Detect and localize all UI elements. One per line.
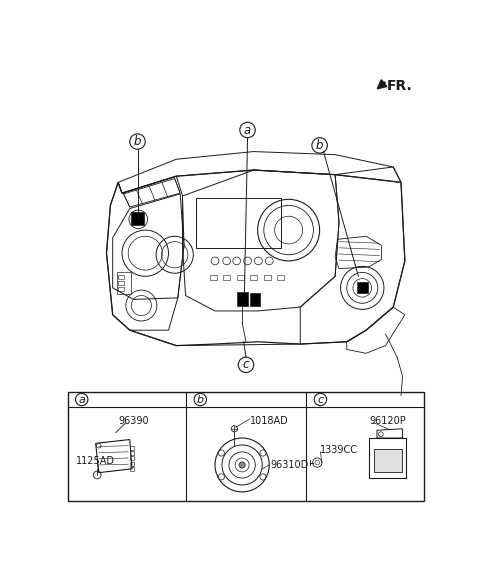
FancyBboxPatch shape bbox=[374, 449, 402, 472]
Text: 1125AD: 1125AD bbox=[75, 456, 115, 466]
Text: b: b bbox=[316, 139, 324, 152]
Text: c: c bbox=[243, 359, 249, 371]
Text: b: b bbox=[197, 394, 204, 405]
Circle shape bbox=[130, 134, 145, 149]
FancyBboxPatch shape bbox=[68, 392, 424, 501]
Circle shape bbox=[238, 357, 254, 373]
FancyBboxPatch shape bbox=[250, 293, 260, 306]
Circle shape bbox=[240, 123, 255, 138]
Circle shape bbox=[314, 393, 326, 406]
FancyBboxPatch shape bbox=[357, 283, 368, 293]
Text: a: a bbox=[244, 124, 251, 136]
Text: 1339CC: 1339CC bbox=[321, 445, 359, 454]
Text: 96310D: 96310D bbox=[271, 460, 309, 470]
Circle shape bbox=[75, 393, 88, 406]
Text: c: c bbox=[317, 394, 324, 405]
Circle shape bbox=[312, 138, 327, 153]
FancyBboxPatch shape bbox=[132, 213, 144, 226]
Text: FR.: FR. bbox=[387, 79, 413, 93]
Circle shape bbox=[239, 462, 245, 468]
Text: 96120P: 96120P bbox=[369, 417, 406, 426]
Text: 1018AD: 1018AD bbox=[250, 417, 288, 426]
Text: b: b bbox=[134, 135, 141, 148]
Text: a: a bbox=[78, 394, 85, 405]
Text: 96390: 96390 bbox=[118, 417, 149, 426]
Circle shape bbox=[194, 393, 206, 406]
FancyBboxPatch shape bbox=[237, 292, 248, 306]
